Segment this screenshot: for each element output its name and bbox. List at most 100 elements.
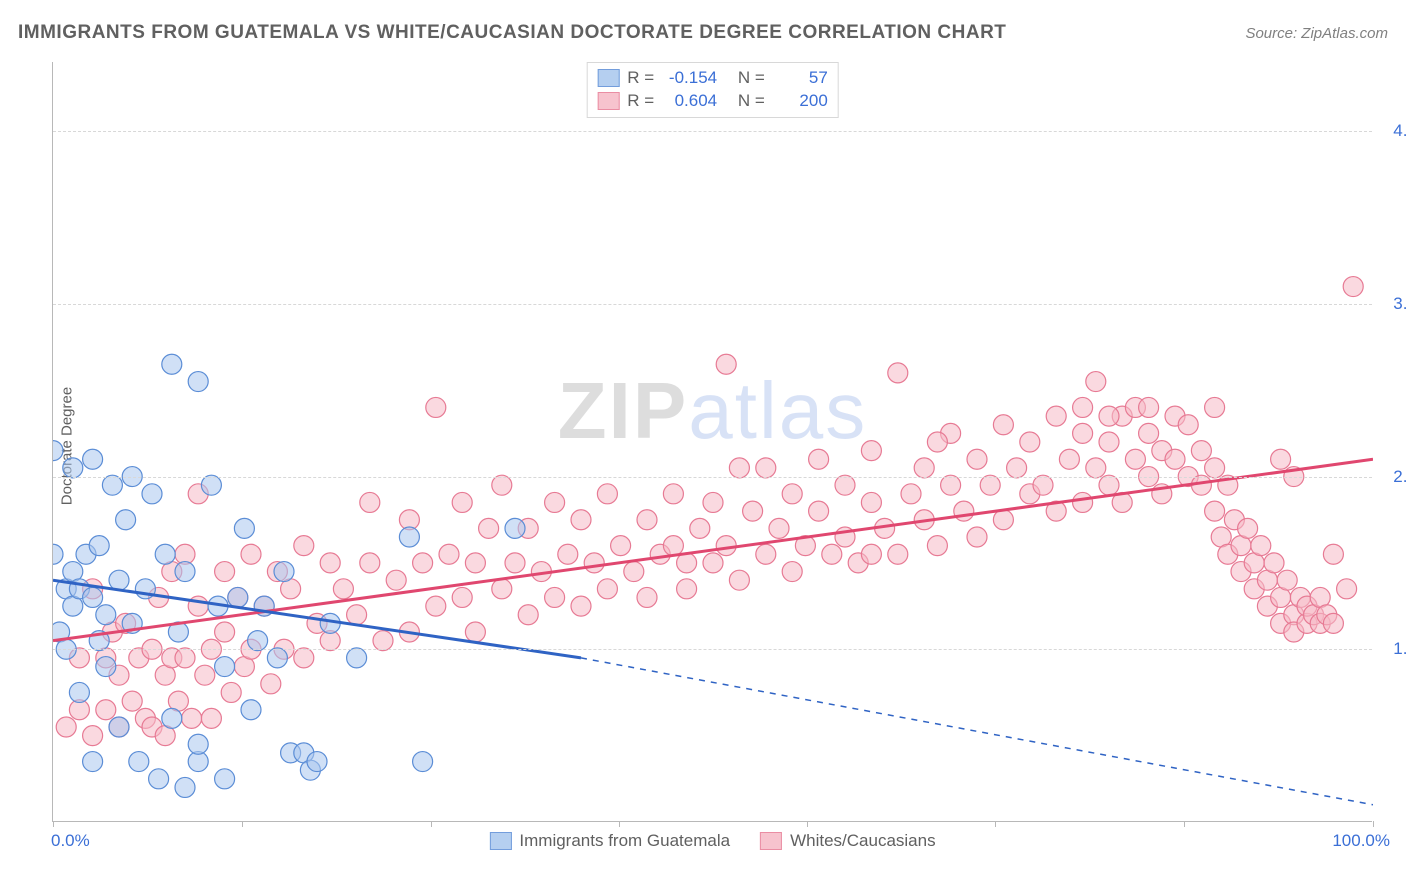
stats-row-blue: R = -0.154 N = 57: [597, 67, 828, 90]
data-point: [215, 562, 235, 582]
data-point: [479, 518, 499, 538]
data-point: [201, 708, 221, 728]
data-point: [96, 657, 116, 677]
data-point: [452, 587, 472, 607]
data-point: [1277, 570, 1297, 590]
data-point: [413, 553, 433, 573]
data-point: [399, 527, 419, 547]
data-point: [492, 475, 512, 495]
r-value-pink: 0.604: [662, 90, 717, 113]
data-point: [96, 700, 116, 720]
data-point: [241, 544, 261, 564]
data-point: [333, 579, 353, 599]
data-point: [769, 518, 789, 538]
data-point: [861, 441, 881, 461]
data-point: [1251, 536, 1271, 556]
data-point: [1099, 406, 1119, 426]
data-point: [1271, 449, 1291, 469]
data-point: [228, 587, 248, 607]
data-point: [83, 752, 103, 772]
data-point: [241, 700, 261, 720]
data-point: [83, 726, 103, 746]
data-point: [182, 708, 202, 728]
data-point: [967, 449, 987, 469]
data-point: [261, 674, 281, 694]
data-point: [492, 579, 512, 599]
data-point: [1020, 432, 1040, 452]
chart-title: IMMIGRANTS FROM GUATEMALA VS WHITE/CAUCA…: [18, 22, 1006, 44]
swatch-blue-2: [489, 832, 511, 850]
legend-label-pink: Whites/Caucasians: [790, 831, 936, 851]
data-point: [1178, 415, 1198, 435]
data-point: [835, 475, 855, 495]
data-point: [861, 544, 881, 564]
data-point: [1238, 518, 1258, 538]
data-point: [83, 449, 103, 469]
legend-item-blue: Immigrants from Guatemala: [489, 831, 730, 851]
data-point: [53, 544, 63, 564]
chart-source: Source: ZipAtlas.com: [1245, 25, 1388, 42]
data-point: [1125, 449, 1145, 469]
n-label-blue: N =: [738, 67, 765, 90]
gridline: [53, 477, 1372, 478]
data-point: [1323, 613, 1343, 633]
data-point: [1099, 475, 1119, 495]
data-point: [703, 553, 723, 573]
data-point: [142, 484, 162, 504]
data-point: [102, 475, 122, 495]
data-point: [347, 648, 367, 668]
legend-item-pink: Whites/Caucasians: [760, 831, 936, 851]
data-point: [1165, 449, 1185, 469]
data-point: [1139, 397, 1159, 417]
data-point: [188, 734, 208, 754]
x-tick-mark: [619, 821, 620, 827]
data-point: [109, 570, 129, 590]
data-point: [465, 553, 485, 573]
data-point: [993, 510, 1013, 530]
data-point: [122, 691, 142, 711]
y-tick-label: 2.0%: [1377, 467, 1406, 487]
data-point: [1033, 475, 1053, 495]
data-point: [201, 475, 221, 495]
data-point: [56, 717, 76, 737]
x-axis-max: 100.0%: [1332, 831, 1390, 851]
data-point: [941, 475, 961, 495]
gridline: [53, 304, 1372, 305]
data-point: [980, 475, 1000, 495]
data-point: [307, 752, 327, 772]
data-point: [234, 518, 254, 538]
data-point: [465, 622, 485, 642]
stats-row-pink: R = 0.604 N = 200: [597, 90, 828, 113]
data-point: [690, 518, 710, 538]
bottom-legend: Immigrants from Guatemala Whites/Caucasi…: [489, 831, 935, 851]
data-point: [927, 432, 947, 452]
data-point: [518, 605, 538, 625]
data-point: [452, 492, 472, 512]
data-point: [386, 570, 406, 590]
data-point: [1205, 458, 1225, 478]
y-tick-label: 4.0%: [1377, 121, 1406, 141]
gridline: [53, 649, 1372, 650]
x-axis-min: 0.0%: [51, 831, 90, 851]
gridline: [53, 131, 1372, 132]
x-tick-mark: [995, 821, 996, 827]
data-point: [993, 415, 1013, 435]
data-point: [505, 518, 525, 538]
data-point: [116, 510, 136, 530]
data-point: [782, 484, 802, 504]
data-point: [677, 579, 697, 599]
data-point: [1323, 544, 1343, 564]
data-point: [729, 570, 749, 590]
data-point: [545, 492, 565, 512]
data-point: [96, 605, 116, 625]
n-value-pink: 200: [773, 90, 828, 113]
x-tick-mark: [242, 821, 243, 827]
data-point: [571, 510, 591, 530]
data-point: [809, 449, 829, 469]
data-point: [439, 544, 459, 564]
data-point: [1073, 423, 1093, 443]
x-tick-mark: [1373, 821, 1374, 827]
data-point: [1073, 397, 1093, 417]
data-point: [188, 372, 208, 392]
data-point: [914, 458, 934, 478]
